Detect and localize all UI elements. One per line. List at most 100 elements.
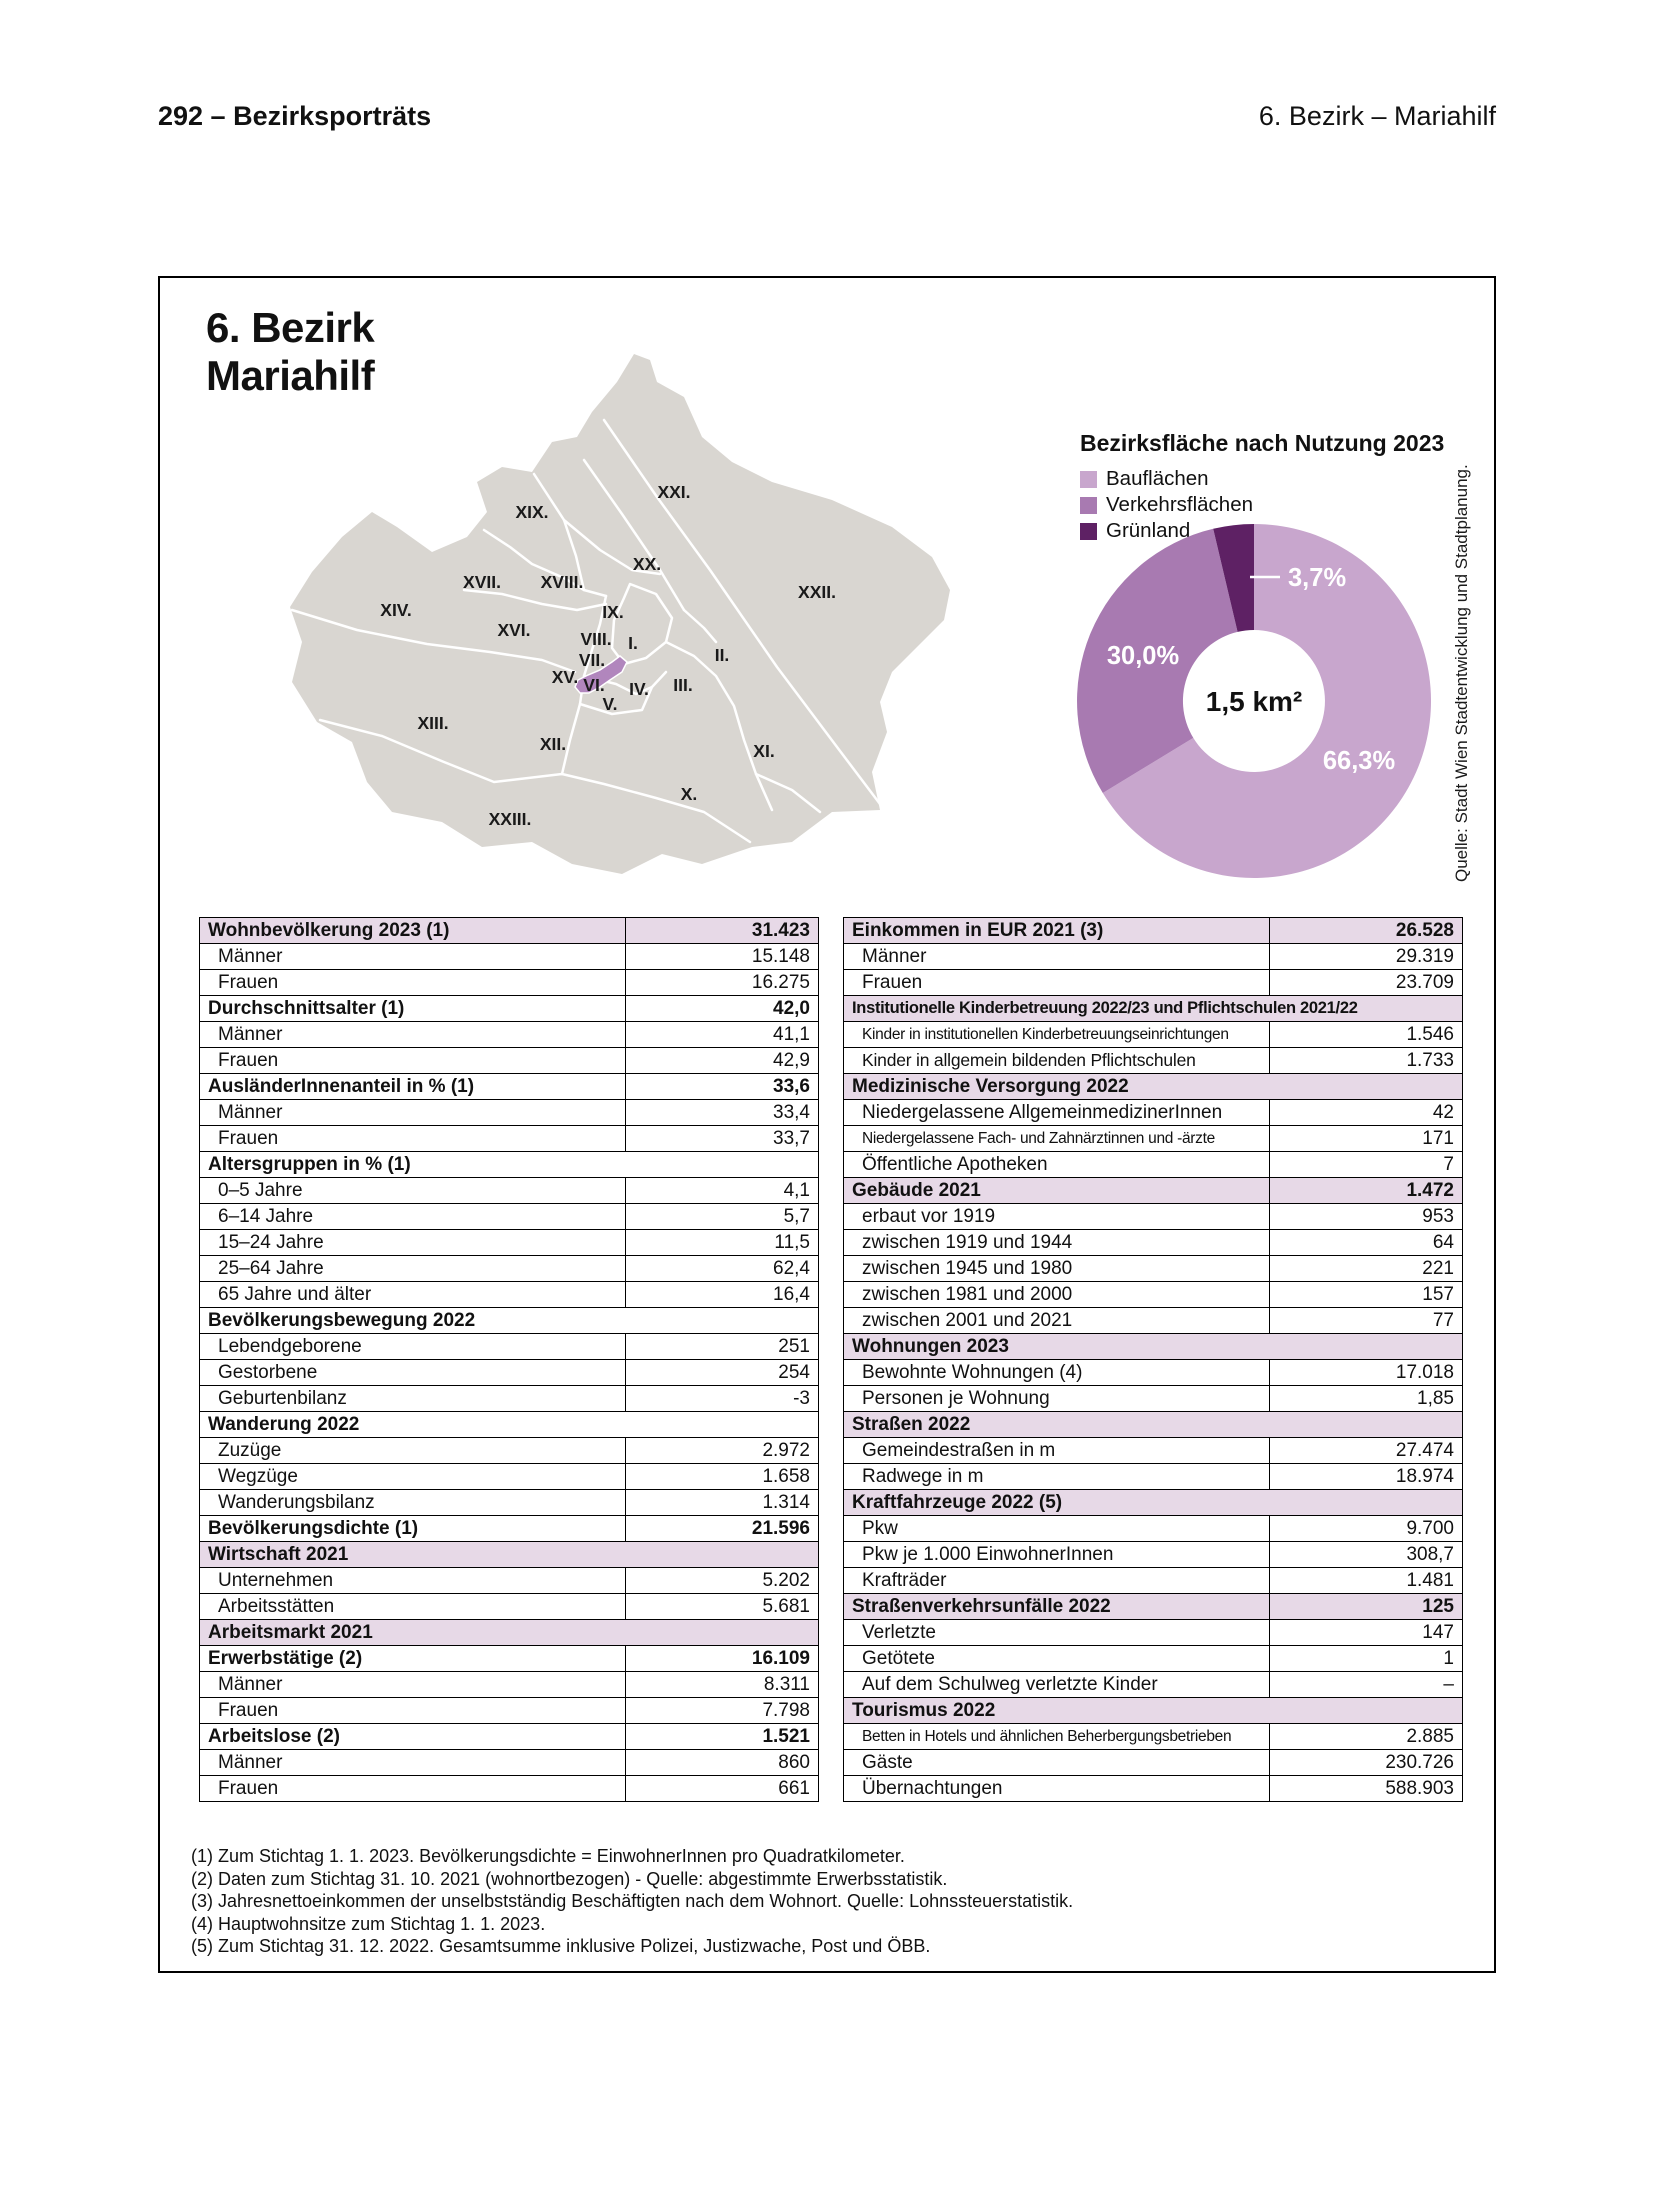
- row-label: Pkw je 1.000 EinwohnerInnen: [843, 1541, 1270, 1568]
- footnote: (5) Zum Stichtag 31. 12. 2022. Gesamtsum…: [191, 1936, 931, 1956]
- table-row: Männer 41,1: [199, 1021, 820, 1048]
- table-row: Wohnungen 2023: [843, 1333, 1463, 1360]
- district-label-ix: IX.: [602, 602, 623, 622]
- table-row: Tourismus 2022: [843, 1697, 1463, 1724]
- table-row: Arbeitsstätten 5.681: [199, 1593, 820, 1620]
- footnote: (1) Zum Stichtag 1. 1. 2023. Bevölkerung…: [191, 1846, 905, 1866]
- legend-swatch: [1080, 522, 1097, 540]
- legend-row: Grünland: [1080, 518, 1253, 544]
- district-label-xvi: XVI.: [497, 620, 530, 640]
- table-row: 15–24 Jahre 11,5: [199, 1229, 820, 1256]
- table-row: Männer 33,4: [199, 1099, 820, 1126]
- district-label-xiii: XIII.: [417, 713, 448, 733]
- donut-slice-percent: 3,7%: [1288, 564, 1346, 592]
- row-label: Radwege in m: [843, 1463, 1270, 1490]
- table-row: Frauen 33,7: [199, 1125, 820, 1152]
- row-value: 251: [624, 1333, 820, 1360]
- row-label: Männer: [843, 943, 1270, 970]
- table-row: Geburtenbilanz -3: [199, 1385, 820, 1412]
- table-row: Betten in Hotels und ähnlichen Beherberg…: [843, 1723, 1464, 1750]
- row-value: 1.546: [1268, 1021, 1464, 1048]
- row-label: Gestorbene: [199, 1359, 626, 1386]
- donut-slice-percent: 30,0%: [1107, 642, 1179, 670]
- table-row: Personen je Wohnung 1,85: [843, 1385, 1464, 1412]
- donut-slice-bauflächen: [1102, 524, 1432, 878]
- row-label: Wanderung 2022: [199, 1411, 819, 1438]
- table-row: 6–14 Jahre 5,7: [199, 1203, 820, 1230]
- row-label: Tourismus 2022: [843, 1697, 1463, 1724]
- row-value: 5,7: [624, 1203, 820, 1230]
- row-value: 62,4: [624, 1255, 820, 1282]
- row-value: 125: [1268, 1593, 1464, 1620]
- city-outline: [290, 354, 950, 874]
- row-value: 11,5: [624, 1229, 820, 1256]
- table-row: Arbeitslose (2) 1.521: [199, 1723, 820, 1750]
- row-value: 171: [1268, 1125, 1464, 1152]
- table-row: Übernachtungen 588.903: [843, 1775, 1464, 1802]
- table-row: Getötete 1: [843, 1645, 1464, 1672]
- table-row: Frauen 7.798: [199, 1697, 820, 1724]
- footnote: (3) Jahresnettoeinkommen der unselbststä…: [191, 1891, 1074, 1911]
- row-label: Verletzte: [843, 1619, 1270, 1646]
- land-use-donut-chart: 66,3% 30,0% 3,7% 1,5 km²: [1077, 524, 1432, 878]
- row-value: 7.798: [624, 1697, 820, 1724]
- row-value: –: [1268, 1671, 1464, 1698]
- table-row: 65 Jahre und älter 16,4: [199, 1281, 820, 1308]
- table-row: Öffentliche Apotheken 7: [843, 1151, 1464, 1178]
- row-label: Bevölkerungsbewegung 2022: [199, 1307, 819, 1334]
- page-header-district: 6. Bezirk – Mariahilf: [1258, 101, 1496, 131]
- row-value: 2.885: [1268, 1723, 1464, 1750]
- row-label: zwischen 1919 und 1944: [843, 1229, 1270, 1256]
- page-header: 292 – Bezirksporträts 6. Bezirk – Mariah…: [158, 100, 1496, 132]
- row-label: Männer: [199, 1671, 626, 1698]
- district-boundaries: [290, 418, 882, 844]
- row-label: Frauen: [199, 1775, 626, 1802]
- row-value: 8.311: [624, 1671, 820, 1698]
- row-label: erbaut vor 1919: [843, 1203, 1270, 1230]
- table-row: Bevölkerungsbewegung 2022: [199, 1307, 819, 1334]
- table-row: zwischen 1919 und 1944 64: [843, 1229, 1464, 1256]
- table-row: zwischen 1945 und 1980 221: [843, 1255, 1464, 1282]
- table-row: Niedergelassene AllgemeinmedizinerInnen 4…: [843, 1099, 1464, 1126]
- table-row: Unternehmen 5.202: [199, 1567, 820, 1594]
- table-row: Radwege in m 18.974: [843, 1463, 1464, 1490]
- district-label-xii: XII.: [540, 734, 566, 754]
- row-label: Gebäude 2021: [843, 1177, 1270, 1204]
- row-value: 230.726: [1268, 1749, 1464, 1776]
- row-value: 1.314: [624, 1489, 820, 1516]
- table-row: erbaut vor 1919 953: [843, 1203, 1464, 1230]
- row-label: Bewohnte Wohnungen (4): [843, 1359, 1270, 1386]
- donut-center-label: 1,5 km²: [1206, 686, 1303, 717]
- district-label-v: V.: [603, 694, 618, 714]
- row-label: Institutionelle Kinderbetreuung 2022/23 …: [843, 995, 1463, 1022]
- row-label: 65 Jahre und älter: [199, 1281, 626, 1308]
- district-vi-highlight: [574, 655, 628, 694]
- district-label-xiv: XIV.: [380, 600, 411, 620]
- row-value: 64: [1268, 1229, 1464, 1256]
- row-value: 41,1: [624, 1021, 820, 1048]
- table-row: Kinder in allgemein bildenden Pflichtsch…: [843, 1047, 1464, 1074]
- row-label: Altersgruppen in % (1): [199, 1151, 819, 1178]
- table-row: Wanderungsbilanz 1.314: [199, 1489, 820, 1516]
- row-value: 27.474: [1268, 1437, 1464, 1464]
- row-value: 33,7: [624, 1125, 820, 1152]
- row-label: Arbeitsstätten: [199, 1593, 626, 1620]
- table-row: Bewohnte Wohnungen (4) 17.018: [843, 1359, 1464, 1386]
- table-row: Frauen 16.275: [199, 969, 820, 996]
- row-label: Männer: [199, 943, 626, 970]
- row-label: 15–24 Jahre: [199, 1229, 626, 1256]
- row-value: 16.109: [624, 1645, 820, 1672]
- table-row: Kinder in institutionellen Kinderbetreuu…: [843, 1021, 1464, 1048]
- row-value: 1.481: [1268, 1567, 1464, 1594]
- row-value: 16,4: [624, 1281, 820, 1308]
- table-row: Gebäude 2021 1.472: [843, 1177, 1464, 1204]
- donut-slice-verkehrsflächen: [1077, 528, 1238, 793]
- legend-swatch: [1080, 496, 1097, 514]
- row-label: 25–64 Jahre: [199, 1255, 626, 1282]
- district-label-vii: VII.: [579, 650, 605, 670]
- row-label: Öffentliche Apotheken: [843, 1151, 1270, 1178]
- row-label: Geburtenbilanz: [199, 1385, 626, 1412]
- row-value: 77: [1268, 1307, 1464, 1334]
- row-value: 16.275: [624, 969, 820, 996]
